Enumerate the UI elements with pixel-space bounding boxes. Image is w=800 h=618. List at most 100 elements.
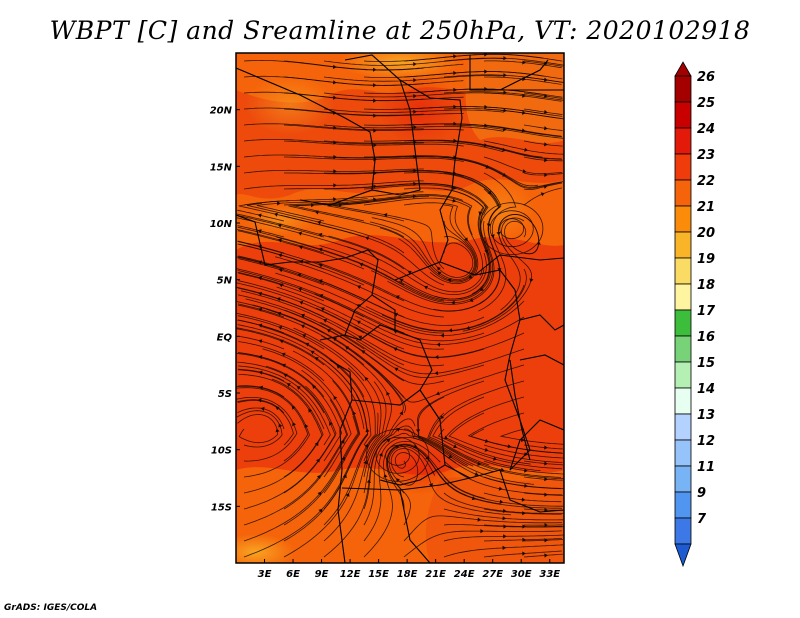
wbpt-cool-patch-n: [340, 53, 460, 80]
vortex-streamline: [480, 202, 544, 256]
border-zambia-zim: [444, 464, 564, 513]
streamline-arrow: [524, 147, 528, 152]
streamline-arrow: [258, 370, 263, 375]
streamline: [237, 270, 365, 318]
streamline: [238, 352, 325, 398]
lon-tick-label: 24E: [454, 569, 475, 580]
wbpt-warm-patch-s: [380, 445, 460, 495]
border-tanzania: [519, 354, 564, 366]
streamline: [523, 444, 563, 450]
streamline-arrow: [365, 236, 370, 241]
streamline-arrow: [386, 438, 391, 443]
streamline-arrow: [453, 444, 458, 448]
border-gabon-congo: [319, 294, 373, 341]
streamline-arrow: [507, 444, 512, 449]
streamline: [237, 315, 325, 350]
streamline-arrow: [416, 429, 421, 433]
streamline-arrow: [540, 192, 545, 197]
streamline: [483, 140, 564, 155]
streamline-arrow: [383, 213, 388, 218]
streamline-arrow: [503, 73, 507, 78]
streamline-arrow: [502, 127, 507, 132]
streamline-arrow: [521, 128, 526, 133]
streamline-arrow: [373, 113, 377, 118]
streamline-arrow: [312, 385, 317, 389]
lon-tick-label: 33E: [539, 569, 560, 580]
streamline-arrow: [413, 125, 417, 130]
border-libya-niger: [344, 54, 463, 119]
streamline-arrow: [496, 231, 501, 236]
streamline-arrow: [453, 138, 457, 143]
streamline-arrow: [453, 54, 457, 59]
streamline-arrow: [413, 109, 417, 114]
streamline-arrow: [500, 467, 505, 472]
streamline-arrow: [316, 458, 320, 463]
streamline: [238, 369, 325, 430]
streamline-arrow: [522, 110, 526, 115]
streamline-arrow: [323, 319, 328, 323]
streamline: [236, 313, 365, 382]
streamline-arrow: [298, 287, 303, 292]
lon-tick-label: 12E: [340, 569, 361, 580]
streamline-arrow: [364, 443, 368, 448]
streamline-arrow: [314, 442, 319, 447]
colorbar-segment: [674, 335, 692, 363]
streamline-arrow: [395, 295, 400, 300]
streamline: [523, 539, 564, 542]
colorbar-label: 19: [697, 252, 715, 267]
streamline: [448, 412, 563, 463]
border-nigeria-cameroon: [344, 249, 396, 330]
lon-tick-label: 27E: [482, 569, 503, 580]
streamline-arrow: [413, 78, 417, 83]
streamline-arrow: [311, 203, 315, 208]
border-niger-nigeria: [299, 189, 421, 206]
streamline-arrow: [477, 517, 482, 522]
streamline-arrow: [434, 371, 439, 376]
streamline-arrow: [396, 478, 400, 483]
border-ne-corner: [499, 59, 549, 91]
streamline-arrow: [333, 95, 337, 100]
streamline-arrow: [320, 307, 325, 312]
streamline-arrow: [342, 474, 347, 479]
lat-tick-label: 10S: [211, 446, 232, 457]
streamline-arrow: [318, 508, 323, 513]
colorbar-segment: [674, 179, 692, 207]
streamline-arrow: [544, 93, 548, 98]
streamline-arrow: [373, 143, 377, 148]
streamline-arrow: [493, 456, 497, 461]
border-mozambique: [509, 419, 564, 471]
colorbar-label: 23: [697, 148, 715, 163]
streamline-arrow: [452, 185, 457, 190]
streamline-arrow: [480, 287, 484, 292]
lon-tick-label: 3E: [258, 569, 272, 580]
streamline-arrow: [298, 245, 303, 250]
streamline-arrow: [278, 268, 283, 273]
streamline-arrow: [484, 53, 488, 57]
streamline-arrow: [544, 126, 548, 131]
streamline: [523, 492, 563, 496]
streamline-arrow: [502, 147, 507, 152]
colorbar-top-triangle: [674, 61, 692, 77]
streamline-arrow: [502, 516, 507, 521]
streamline-arrow: [522, 537, 526, 542]
streamline-arrow: [544, 523, 548, 528]
streamline-arrow: [373, 128, 377, 133]
streamline: [523, 553, 563, 558]
streamline: [236, 387, 309, 462]
streamline: [403, 530, 562, 558]
streamline-arrow: [434, 355, 439, 360]
streamline-arrow: [259, 385, 263, 390]
streamline-arrow: [278, 325, 283, 330]
streamline: [237, 319, 365, 398]
streamline: [523, 182, 563, 190]
streamline-arrow: [443, 435, 448, 440]
streamline-arrow: [413, 154, 417, 159]
vortex-streamline: [385, 444, 411, 466]
country-borders: [236, 54, 564, 563]
streamline-arrow: [276, 297, 281, 302]
border-egypt-sudan: [469, 55, 564, 91]
border-sudan-south: [474, 254, 564, 276]
streamline-arrow: [275, 428, 280, 433]
streamline-arrow: [286, 383, 291, 387]
streamline-arrow: [424, 285, 429, 290]
